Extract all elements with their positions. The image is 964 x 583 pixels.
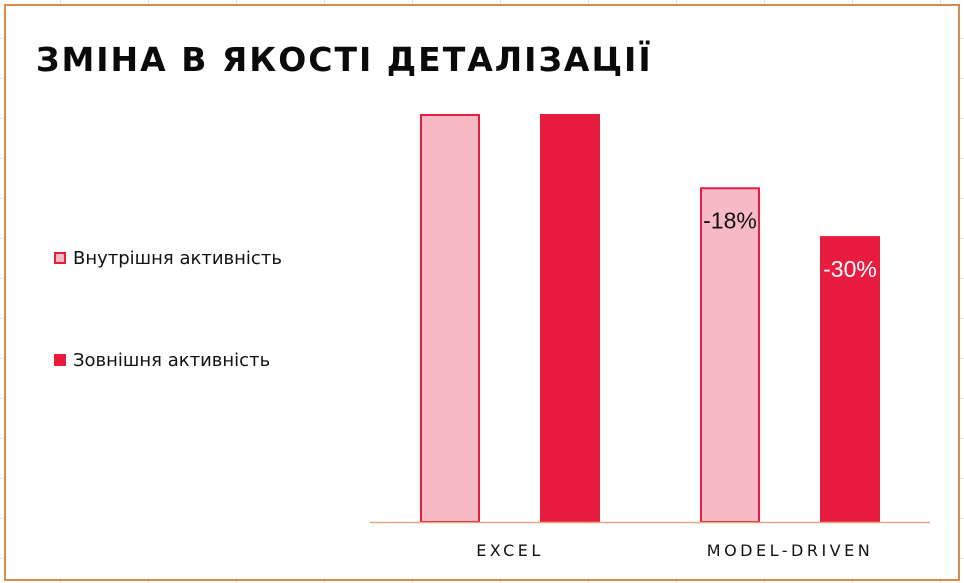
bar-internal-model-driven[interactable] [700,187,760,523]
bar-external-model-driven[interactable] [820,236,880,523]
data-label-internal-model-driven: -18% [703,207,757,233]
legend-label-internal-activity: Внутрішня активність [73,247,282,269]
x-tick-label-excel: EXCEL [476,541,544,560]
legend-swatch-internal-activity [54,252,66,264]
chart-legend[interactable]: Внутрішня активність Зовнішня активність [54,246,282,372]
data-label-external-model-driven: -30% [823,256,877,282]
legend-item-external-activity[interactable]: Зовнішня активність [54,348,282,372]
chart-frame[interactable] [4,4,960,581]
legend-swatch-external-activity [54,354,66,366]
chart-title: ЗМІНА В ЯКОСТІ ДЕТАЛІЗАЦІЇ [36,40,653,79]
bar-external-excel[interactable] [540,114,600,523]
bar-internal-excel[interactable] [420,114,480,523]
x-tick-label-model-driven: MODEL-DRIVEN [707,541,873,560]
legend-item-internal-activity[interactable]: Внутрішня активність [54,246,282,270]
legend-label-external-activity: Зовнішня активність [73,349,271,371]
